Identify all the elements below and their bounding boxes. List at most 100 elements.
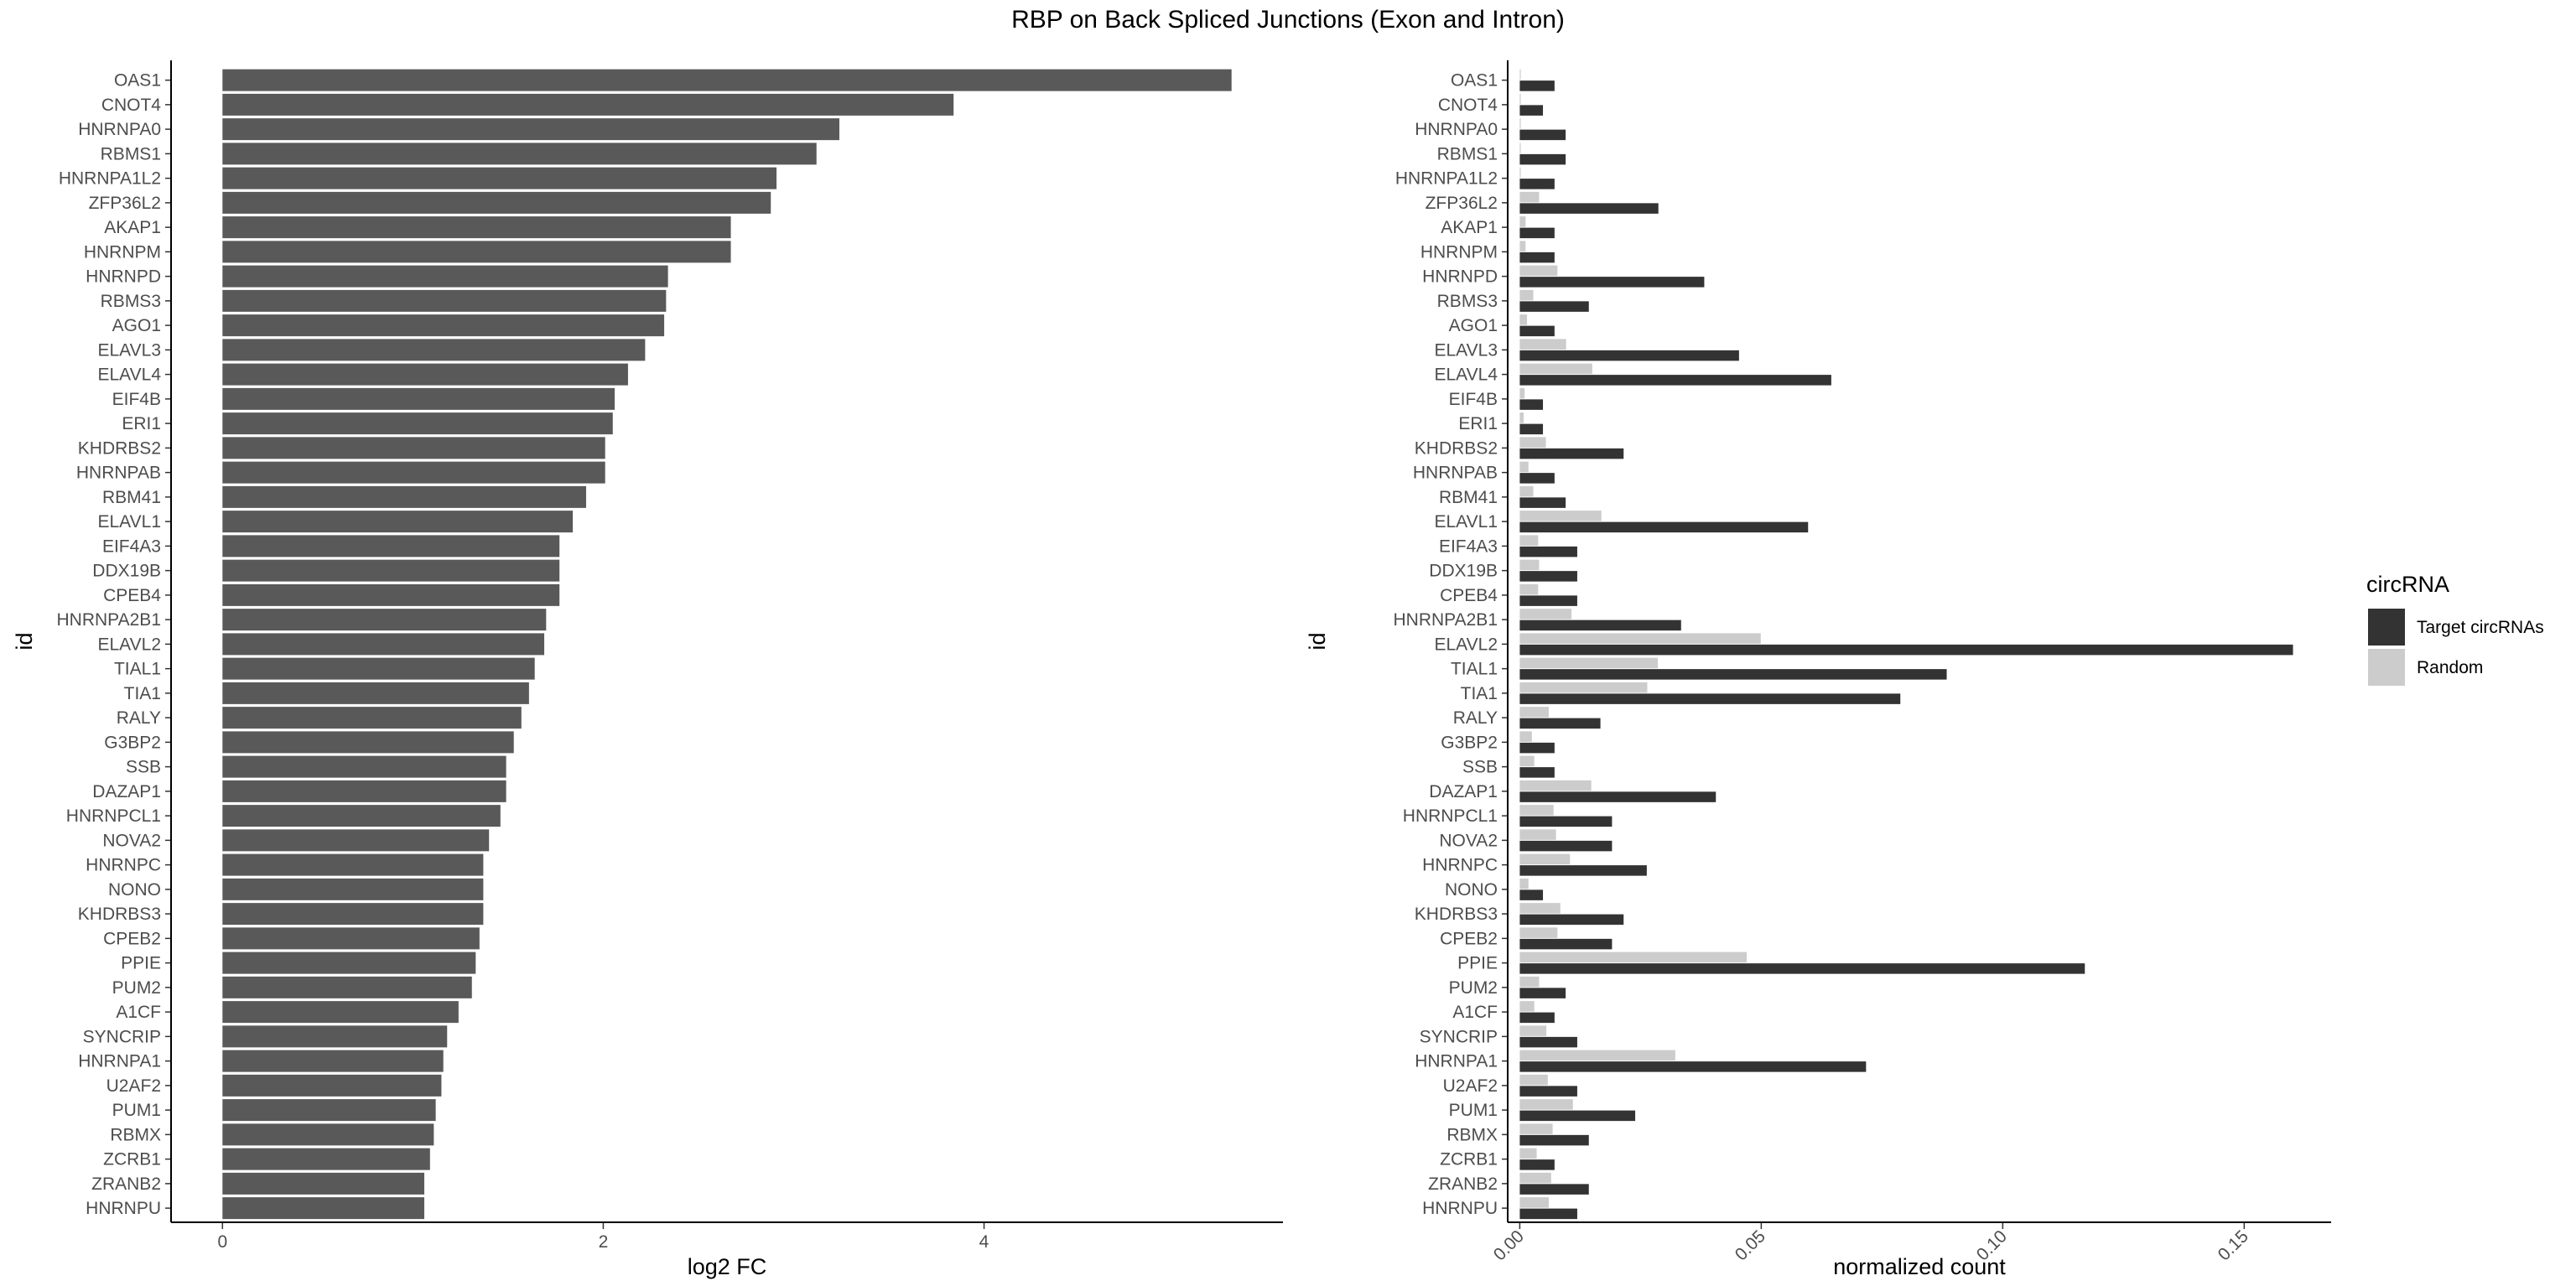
right-bar-target bbox=[1519, 889, 1544, 900]
right-bar-random bbox=[1519, 314, 1528, 325]
left-bar bbox=[222, 952, 476, 974]
left-y-tick-label: PUM2 bbox=[112, 978, 161, 998]
right-y-tick-label: SSB bbox=[1462, 758, 1498, 777]
right-y-tick-label: DAZAP1 bbox=[1429, 782, 1498, 801]
left-bar bbox=[222, 1001, 459, 1024]
right-y-tick-label: ZCRB1 bbox=[1440, 1150, 1498, 1169]
left-y-tick-label: AKAP1 bbox=[104, 218, 161, 237]
right-bar-random bbox=[1519, 805, 1554, 816]
right-bar-random bbox=[1519, 1123, 1553, 1134]
left-y-tick-label: NONO bbox=[108, 880, 161, 900]
left-y-tick-label: ELAVL3 bbox=[98, 340, 162, 360]
right-bar-target bbox=[1519, 1159, 1555, 1170]
left-bar bbox=[222, 1074, 442, 1097]
left-bar bbox=[222, 118, 839, 141]
right-bar-target bbox=[1519, 791, 1716, 802]
left-bar bbox=[222, 583, 560, 606]
left-y-tick-label: HNRNPA1 bbox=[78, 1052, 161, 1071]
right-bar-target bbox=[1519, 742, 1555, 754]
left-y-tick-label: ZCRB1 bbox=[103, 1150, 161, 1169]
right-y-tick-label: PUM2 bbox=[1449, 978, 1498, 998]
right-bar-random bbox=[1519, 118, 1521, 129]
left-bar bbox=[222, 1148, 430, 1170]
right-bar-random bbox=[1519, 216, 1526, 227]
right-bar-random bbox=[1519, 1050, 1675, 1061]
left-y-tick-label: A1CF bbox=[116, 1003, 161, 1022]
right-bar-target bbox=[1519, 350, 1739, 361]
right-y-axis-title: id bbox=[1305, 632, 1330, 650]
left-bar bbox=[222, 657, 535, 680]
left-y-tick-label: RALY bbox=[117, 708, 161, 728]
right-y-tick-label: HNRNPA1L2 bbox=[1395, 169, 1498, 189]
left-y-tick-label: TIAL1 bbox=[114, 660, 161, 679]
right-bar-random bbox=[1519, 93, 1521, 105]
right-y-tick-label: ZRANB2 bbox=[1428, 1175, 1498, 1194]
right-y-tick-label: ELAVL2 bbox=[1435, 635, 1498, 654]
right-bar-target bbox=[1519, 963, 2085, 974]
left-y-tick-label: RBMX bbox=[110, 1125, 161, 1144]
left-y-tick-label: RBMS3 bbox=[101, 292, 161, 311]
right-bar-random bbox=[1519, 191, 1540, 203]
left-bar bbox=[222, 633, 545, 656]
left-bar bbox=[222, 69, 1232, 91]
right-bars bbox=[1519, 69, 2293, 1220]
right-bar-target bbox=[1519, 595, 1577, 606]
left-bar bbox=[222, 853, 484, 876]
right-bar-target bbox=[1519, 1134, 1589, 1146]
right-bar-random bbox=[1519, 853, 1571, 865]
right-bar-random bbox=[1519, 878, 1529, 889]
left-y-tick-label: TIA1 bbox=[124, 684, 161, 703]
right-bar-target bbox=[1519, 80, 1555, 91]
left-bar bbox=[222, 731, 514, 754]
left-bar bbox=[222, 143, 817, 165]
left-bar bbox=[222, 363, 628, 386]
right-y-tick-label: NONO bbox=[1445, 880, 1498, 900]
left-bar bbox=[222, 412, 613, 435]
legend: circRNA Target circRNAs Random bbox=[2366, 572, 2544, 686]
right-bar-random bbox=[1519, 559, 1540, 571]
right-y-tick-label: EIF4B bbox=[1449, 390, 1498, 409]
right-bar-random bbox=[1519, 167, 1521, 179]
right-bar-target bbox=[1519, 644, 2293, 656]
right-bar-target bbox=[1519, 497, 1566, 508]
right-bar-target bbox=[1519, 473, 1555, 484]
left-y-tick-label: RBMS1 bbox=[101, 144, 161, 163]
left-bar bbox=[222, 339, 646, 361]
left-y-tick-label: HNRNPC bbox=[86, 856, 161, 875]
right-bar-target bbox=[1519, 571, 1577, 582]
left-bar bbox=[222, 535, 560, 557]
left-bar bbox=[222, 1050, 444, 1072]
left-y-tick-label: OAS1 bbox=[114, 71, 161, 91]
right-y-tick-label: AGO1 bbox=[1449, 316, 1498, 335]
left-y-axis-title: id bbox=[12, 632, 37, 650]
left-bar bbox=[222, 976, 472, 998]
right-y-tick-label: G3BP2 bbox=[1441, 733, 1498, 752]
left-y-tick-label: ELAVL4 bbox=[98, 366, 162, 385]
left-y-tick-label: KHDRBS2 bbox=[78, 438, 161, 458]
right-bar-random bbox=[1519, 952, 1748, 963]
right-bar-random bbox=[1519, 755, 1535, 767]
left-bar bbox=[222, 437, 605, 459]
right-bar-target bbox=[1519, 865, 1647, 876]
right-bar-random bbox=[1519, 1148, 1537, 1159]
right-bar-target bbox=[1519, 179, 1555, 189]
left-bar bbox=[222, 167, 777, 189]
right-bar-target bbox=[1519, 521, 1809, 533]
left-x-tick-label: 4 bbox=[979, 1232, 989, 1252]
right-bar-target bbox=[1519, 423, 1544, 435]
right-y-tick-label: TIAL1 bbox=[1451, 660, 1498, 679]
right-y-tick-label: KHDRBS2 bbox=[1415, 438, 1498, 458]
right-y-tick-label: RBMS3 bbox=[1437, 292, 1498, 311]
right-bar-random bbox=[1519, 927, 1558, 938]
right-bar-random bbox=[1519, 69, 1521, 80]
right-bar-target bbox=[1519, 105, 1544, 116]
right-bar-random bbox=[1519, 265, 1558, 277]
right-bar-random bbox=[1519, 339, 1566, 350]
legend-key-random bbox=[2368, 649, 2405, 686]
left-y-tick-label: CNOT4 bbox=[101, 96, 161, 115]
left-bar bbox=[222, 1197, 424, 1220]
left-y-tick-label: SSB bbox=[126, 758, 161, 777]
right-y-tick-label: OAS1 bbox=[1451, 71, 1498, 91]
right-bar-target bbox=[1519, 1208, 1577, 1220]
